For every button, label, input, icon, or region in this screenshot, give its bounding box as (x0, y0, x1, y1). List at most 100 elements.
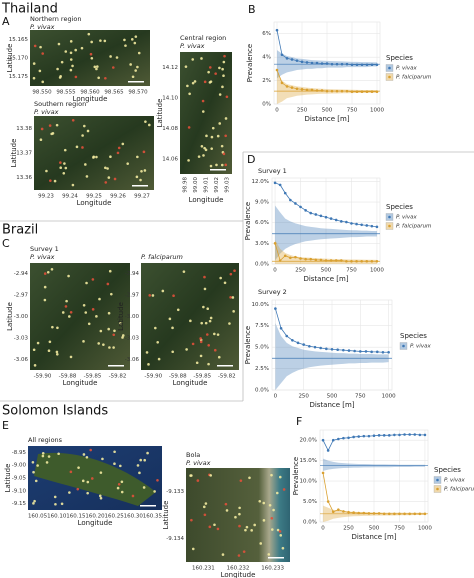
data-point (290, 86, 294, 89)
data-point (413, 433, 417, 436)
household-dot (40, 127, 44, 131)
household-dot (61, 311, 65, 314)
data-point (423, 512, 427, 516)
data-point (278, 259, 282, 262)
household-dot (210, 135, 214, 139)
household-dot (201, 99, 205, 103)
household-dot (69, 355, 73, 359)
household-dot (95, 315, 98, 318)
lat-tick-label: -2.97 (125, 293, 140, 299)
lon-tick-label: -59.85 (84, 374, 102, 380)
household-dot (205, 134, 208, 138)
household-dot (90, 477, 94, 480)
household-dot (119, 464, 122, 468)
household-dot (69, 51, 73, 55)
household-dot (281, 546, 285, 550)
lat-tick-label: -9.00 (12, 463, 27, 469)
household-dot (222, 74, 225, 78)
household-dot (253, 523, 256, 527)
data-point (304, 257, 307, 261)
household-dot (224, 502, 228, 506)
lon-tick-label: 99.27 (134, 194, 150, 200)
household-dot (91, 278, 95, 281)
y-axis-label: Latitude (4, 464, 12, 493)
data-point (330, 347, 334, 351)
scale-bar (210, 169, 226, 171)
data-point (418, 433, 422, 437)
y-axis-label: Prevalence (246, 44, 254, 82)
household-dot (191, 58, 195, 61)
household-dot (272, 508, 275, 512)
data-point (280, 81, 284, 85)
household-dot (32, 502, 35, 505)
household-dot (238, 506, 241, 510)
household-dot (196, 479, 200, 482)
household-dot (83, 124, 86, 128)
household-dot (131, 494, 135, 498)
household-dot (221, 553, 225, 556)
data-point (367, 434, 371, 438)
household-dot (33, 499, 36, 503)
household-dot (77, 466, 80, 469)
lon-tick-label: -59.82 (109, 374, 127, 380)
household-dot (84, 311, 88, 314)
data-point (302, 343, 305, 346)
legend-key-point (402, 344, 405, 348)
household-dot (33, 44, 37, 48)
household-dot (207, 343, 211, 347)
household-dot (38, 69, 42, 73)
household-dot (203, 275, 206, 279)
household-dot (68, 315, 71, 318)
household-dot (237, 554, 241, 557)
household-dot (199, 354, 203, 358)
x-axis-label: Longitude (63, 379, 98, 387)
household-dot (93, 65, 97, 69)
household-dot (64, 166, 68, 170)
data-point (375, 63, 379, 67)
household-dot (113, 329, 116, 333)
household-dot (168, 317, 172, 321)
data-point (336, 348, 339, 352)
data-point (305, 61, 309, 64)
household-dot (220, 144, 224, 148)
data-point (300, 60, 304, 64)
y-tick-label: 5.0% (303, 499, 317, 505)
household-dot (189, 319, 192, 323)
map-title: Survey 1 (30, 245, 59, 253)
household-dot (262, 501, 266, 505)
data-point (273, 181, 277, 185)
household-dot (213, 348, 217, 352)
x-axis-label: Distance [m] (303, 275, 348, 283)
data-point (382, 434, 386, 437)
lat-tick-label: -3.06 (125, 357, 140, 363)
data-point (275, 68, 279, 72)
data-point (398, 512, 401, 516)
household-dot (99, 496, 103, 500)
data-point (362, 511, 366, 515)
lon-tick-label: 160.232 (227, 566, 250, 572)
y-tick-label: 3.0% (255, 241, 269, 247)
data-point (350, 222, 353, 225)
household-dot (225, 509, 229, 512)
data-point (372, 512, 376, 515)
lat-tick-label: -8.95 (12, 450, 27, 456)
household-dot (69, 470, 73, 474)
household-dot (219, 276, 222, 280)
household-dot (63, 148, 67, 152)
data-point (280, 53, 284, 57)
household-dot (258, 499, 262, 503)
household-dot (200, 57, 203, 60)
scale-bar (217, 365, 233, 367)
data-point (291, 338, 294, 342)
map-subtitle: P. falciparum (141, 253, 183, 261)
household-dot (34, 479, 38, 483)
household-dot (171, 350, 174, 354)
data-point (279, 326, 283, 330)
household-dot (110, 292, 113, 296)
household-dot (138, 471, 141, 475)
x-tick-label: 750 (346, 268, 357, 274)
y-tick-label: 5.0% (255, 345, 269, 351)
household-dot (244, 528, 247, 532)
lat-tick-label: -3.06 (14, 357, 29, 363)
scale-bar (268, 557, 284, 559)
